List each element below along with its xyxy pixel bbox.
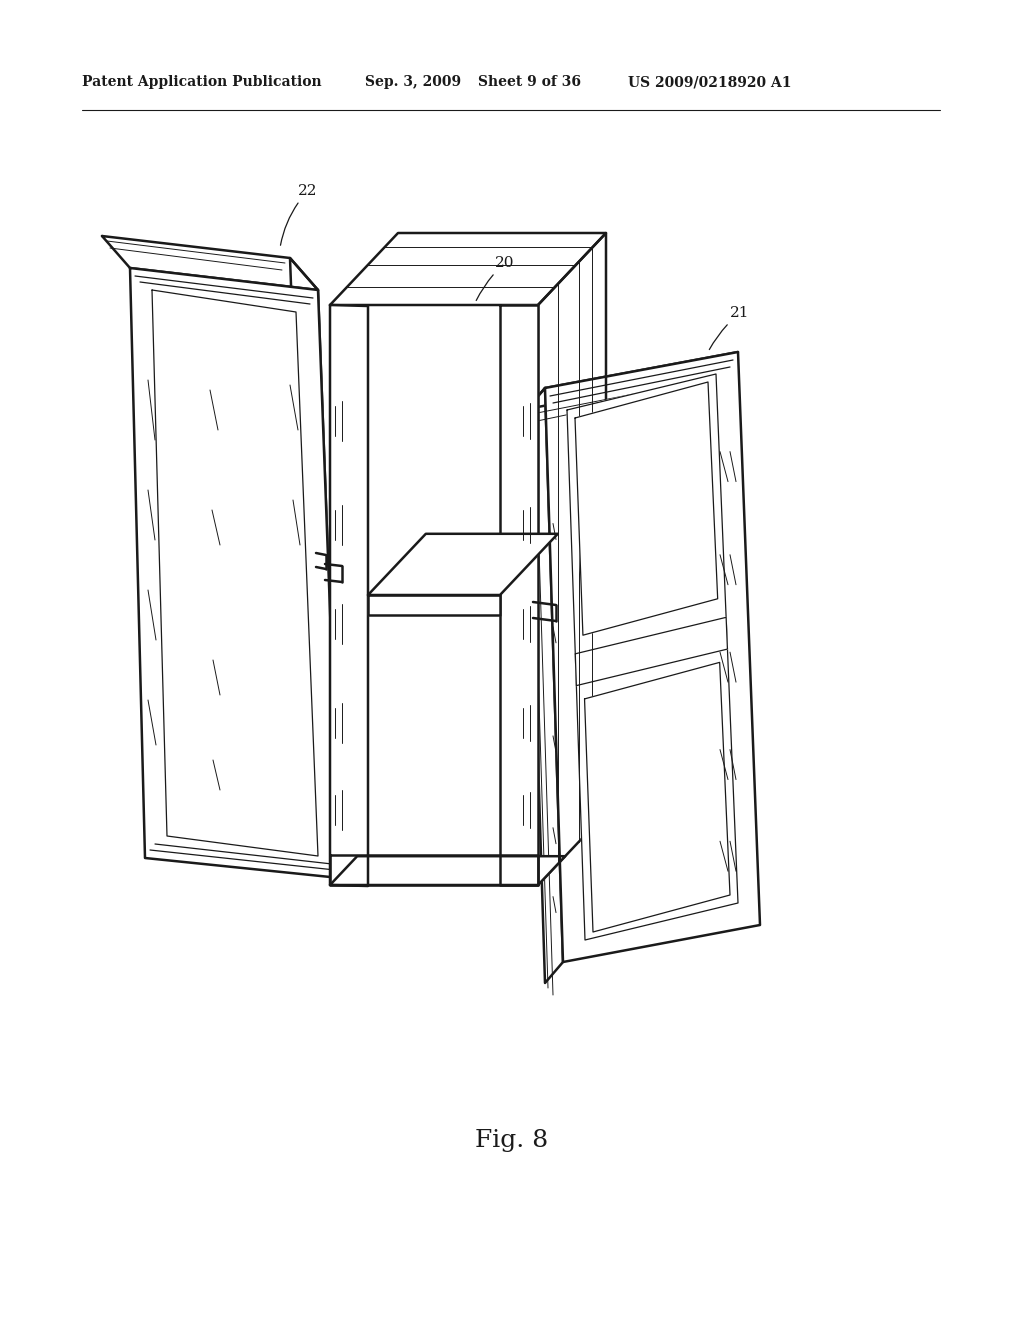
Polygon shape xyxy=(330,234,606,305)
Polygon shape xyxy=(102,236,318,290)
Polygon shape xyxy=(368,533,558,595)
Text: 21: 21 xyxy=(710,306,750,350)
Text: Fig. 8: Fig. 8 xyxy=(475,1129,549,1151)
Text: Sheet 9 of 36: Sheet 9 of 36 xyxy=(478,75,581,88)
Polygon shape xyxy=(330,305,368,886)
Polygon shape xyxy=(330,857,565,884)
Text: Patent Application Publication: Patent Application Publication xyxy=(82,75,322,88)
Polygon shape xyxy=(575,618,727,685)
Polygon shape xyxy=(368,595,500,615)
Polygon shape xyxy=(567,374,738,940)
Text: 20: 20 xyxy=(476,256,514,301)
Polygon shape xyxy=(575,381,718,635)
Polygon shape xyxy=(545,352,760,962)
Polygon shape xyxy=(290,257,340,878)
Polygon shape xyxy=(527,352,738,409)
Polygon shape xyxy=(130,268,340,878)
Polygon shape xyxy=(538,234,606,884)
Polygon shape xyxy=(500,305,538,884)
Polygon shape xyxy=(330,855,538,884)
Text: US 2009/0218920 A1: US 2009/0218920 A1 xyxy=(628,75,792,88)
Polygon shape xyxy=(585,663,730,932)
Polygon shape xyxy=(527,388,563,983)
Polygon shape xyxy=(152,290,318,855)
Text: Sep. 3, 2009: Sep. 3, 2009 xyxy=(365,75,461,88)
Text: 22: 22 xyxy=(281,183,317,246)
